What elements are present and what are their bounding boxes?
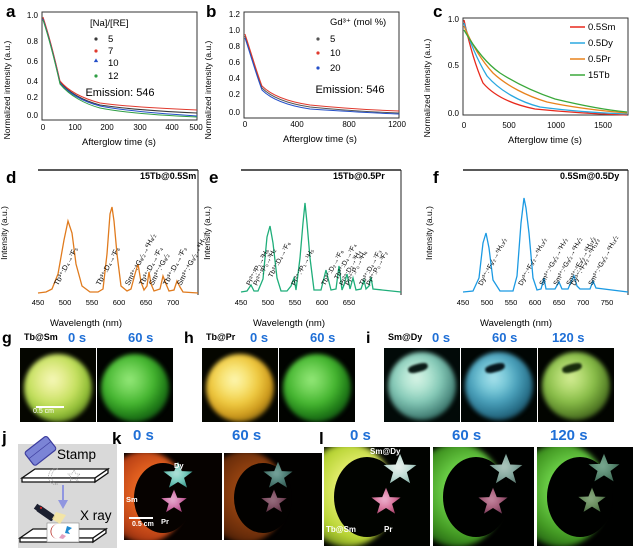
svg-text:Intensity (a.u.): Intensity (a.u.) [424,206,434,260]
svg-text:1.2: 1.2 [229,10,241,19]
svg-text:Emission: 546: Emission: 546 [315,84,384,96]
svg-text:300: 300 [133,123,147,132]
svg-text:1.0: 1.0 [448,15,460,24]
svg-text:X ray: X ray [80,508,112,523]
svg-text:Stamp: Stamp [57,447,96,462]
svg-text:Afterglow time (s): Afterglow time (s) [283,134,357,145]
svg-text:5: 5 [108,34,113,45]
svg-text:650: 650 [553,298,566,307]
svg-text:600: 600 [529,298,542,307]
svg-text:Normalized intensity (a.u.): Normalized intensity (a.u.) [2,40,12,139]
svg-text:0.5Pr: 0.5Pr [588,54,611,65]
svg-text:0.5: 0.5 [448,61,460,70]
svg-text:600: 600 [113,298,126,307]
svg-text:0.0: 0.0 [229,108,241,117]
svg-text:0.0: 0.0 [448,109,460,118]
svg-text:5: 5 [330,34,335,45]
svg-text:700: 700 [167,298,180,307]
svg-text:7: 7 [108,46,113,57]
svg-text:650: 650 [343,298,356,307]
svg-text:1200: 1200 [388,120,406,129]
svg-text:0.5Sm: 0.5Sm [588,22,616,33]
svg-text:1.0: 1.0 [229,26,241,35]
svg-text:Gd³⁺ (mol %): Gd³⁺ (mol %) [330,17,386,28]
svg-text:0.8: 0.8 [27,37,39,46]
svg-text:1.0: 1.0 [27,11,39,20]
svg-text:0.5Dy: 0.5Dy [588,38,613,49]
svg-text:700: 700 [577,298,590,307]
svg-text:0.2: 0.2 [229,90,241,99]
svg-text:0.4: 0.4 [229,74,241,83]
svg-text:Emission: 546: Emission: 546 [85,87,154,99]
svg-text:550: 550 [505,298,518,307]
svg-text:Intensity (a.u.): Intensity (a.u.) [0,206,9,260]
svg-text:10: 10 [330,48,341,59]
svg-text:550: 550 [86,298,99,307]
svg-text:750: 750 [601,298,614,307]
svg-text:10: 10 [108,58,119,69]
svg-text:Afterglow time (s): Afterglow time (s) [508,135,582,146]
svg-text:15Tb: 15Tb [588,70,610,81]
svg-text:0.6: 0.6 [27,57,39,66]
svg-text:1000: 1000 [547,121,565,130]
svg-text:650: 650 [140,298,153,307]
svg-text:0: 0 [41,123,46,132]
svg-text:0: 0 [462,121,467,130]
svg-text:0.8: 0.8 [229,42,241,51]
svg-text:500: 500 [59,298,72,307]
svg-text:Intensity (a.u.): Intensity (a.u.) [203,206,212,260]
svg-text:Afterglow time (s): Afterglow time (s) [82,137,156,148]
svg-text:Tb³⁺:D₄→⁷F₅: Tb³⁺:D₄→⁷F₅ [52,245,80,287]
svg-text:500: 500 [502,121,516,130]
svg-text:500: 500 [481,298,494,307]
svg-text:Pr³⁺:³P₁→¹H₅: Pr³⁺:³P₁→¹H₅ [291,248,316,287]
svg-text:0.0: 0.0 [27,111,39,120]
svg-text:550: 550 [289,298,302,307]
svg-text:500: 500 [262,298,275,307]
svg-text:1500: 1500 [594,121,612,130]
svg-text:Normalized intensity (a.u.): Normalized intensity (a.u.) [203,40,213,139]
svg-text:0.6: 0.6 [229,58,241,67]
svg-text:20: 20 [330,63,341,74]
svg-text:600: 600 [316,298,329,307]
svg-text:100: 100 [68,123,82,132]
svg-text:[Na]/[RE]: [Na]/[RE] [90,18,129,29]
svg-text:450: 450 [457,298,470,307]
svg-text:Normalized intensity (a.u.): Normalized intensity (a.u.) [422,38,432,137]
svg-text:450: 450 [32,298,45,307]
svg-text:450: 450 [235,298,248,307]
svg-text:800: 800 [342,120,356,129]
svg-text:200: 200 [100,123,114,132]
svg-text:400: 400 [165,123,179,132]
svg-text:0.4: 0.4 [27,77,39,86]
svg-text:0.2: 0.2 [27,93,39,102]
svg-text:0: 0 [243,120,248,129]
svg-text:400: 400 [290,120,304,129]
svg-text:12: 12 [108,71,119,82]
